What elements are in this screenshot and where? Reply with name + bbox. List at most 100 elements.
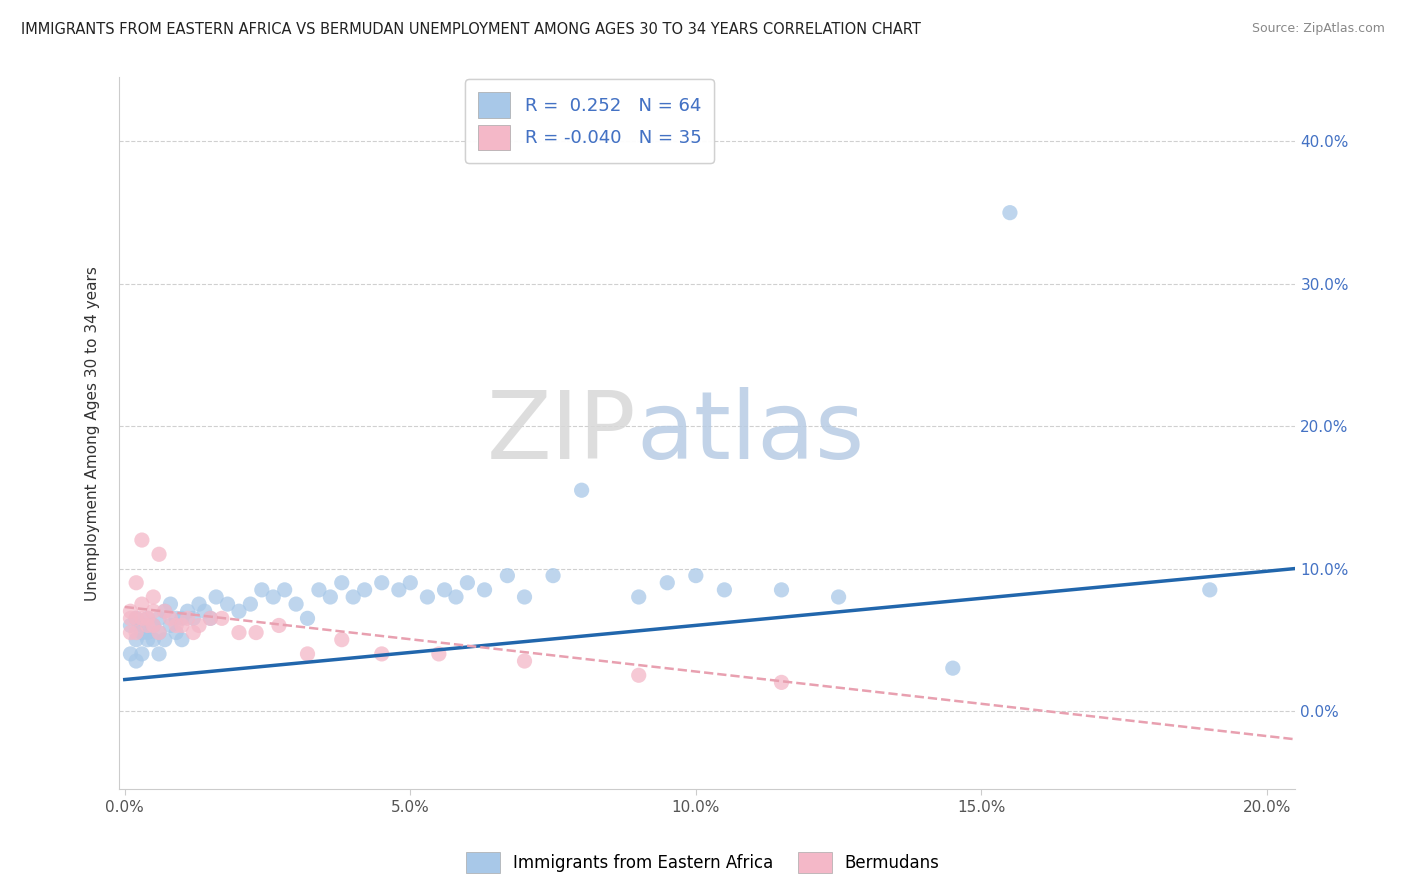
Point [371,575,394,590]
Point [770,582,793,597]
Point [148,611,170,625]
Point [148,625,170,640]
Point [170,618,193,632]
Point [541,568,564,582]
Point [136,611,159,625]
Point [239,597,262,611]
Point [159,597,181,611]
Point [427,647,450,661]
Point [170,632,193,647]
Point [136,632,159,647]
Point [165,625,187,640]
Point [998,205,1021,219]
Point [159,611,181,625]
Point [827,590,849,604]
Point [474,582,496,597]
Point [205,590,228,604]
Point [125,575,148,590]
Point [125,654,148,668]
Point [131,647,153,661]
Point [153,604,176,618]
Y-axis label: Unemployment Among Ages 30 to 34 years: Unemployment Among Ages 30 to 34 years [86,266,100,600]
Point [188,597,211,611]
Point [142,632,165,647]
Point [159,618,181,632]
Point [131,611,153,625]
Point [353,582,375,597]
Point [444,590,467,604]
Point [120,647,142,661]
Point [1198,582,1220,597]
Point [330,632,353,647]
Point [657,575,679,590]
Point [267,618,290,632]
Text: ZIP: ZIP [486,387,637,479]
Point [142,618,165,632]
Point [371,647,394,661]
Point [125,611,148,625]
Text: Source: ZipAtlas.com: Source: ZipAtlas.com [1251,22,1385,36]
Point [125,632,148,647]
Point [685,568,707,582]
Point [399,575,422,590]
Point [194,604,217,618]
Point [285,597,308,611]
Point [228,604,250,618]
Point [388,582,411,597]
Point [228,625,250,640]
Point [250,582,273,597]
Text: IMMIGRANTS FROM EASTERN AFRICA VS BERMUDAN UNEMPLOYMENT AMONG AGES 30 TO 34 YEAR: IMMIGRANTS FROM EASTERN AFRICA VS BERMUD… [21,22,921,37]
Point [433,582,456,597]
Point [165,611,187,625]
Point [245,625,267,640]
Point [188,618,211,632]
Point [176,604,198,618]
Point [308,582,330,597]
Point [513,590,536,604]
Point [319,590,342,604]
Point [120,618,142,632]
Point [770,675,793,690]
Point [125,625,148,640]
Point [217,597,239,611]
Point [297,611,319,625]
Point [153,604,176,618]
Point [571,483,593,498]
Point [297,647,319,661]
Point [627,668,650,682]
Point [627,590,650,604]
Point [148,547,170,561]
Point [496,568,519,582]
Point [131,625,153,640]
Text: atlas: atlas [637,387,865,479]
Point [176,611,198,625]
Point [342,590,364,604]
Point [456,575,478,590]
Point [942,661,965,675]
Point [181,611,204,625]
Point [148,647,170,661]
Point [136,611,159,625]
Point [513,654,536,668]
Point [120,611,142,625]
Point [136,625,159,640]
Point [142,604,165,618]
Point [262,590,284,604]
Point [416,590,439,604]
Point [131,533,153,547]
Point [170,611,193,625]
Point [153,632,176,647]
Point [273,582,295,597]
Point [131,618,153,632]
Point [200,611,222,625]
Point [131,597,153,611]
Point [136,618,159,632]
Point [142,618,165,632]
Point [165,618,187,632]
Point [120,625,142,640]
Point [125,611,148,625]
Point [211,611,233,625]
Point [148,625,170,640]
Legend: R =  0.252   N = 64, R = -0.040   N = 35: R = 0.252 N = 64, R = -0.040 N = 35 [465,79,714,163]
Point [330,575,353,590]
